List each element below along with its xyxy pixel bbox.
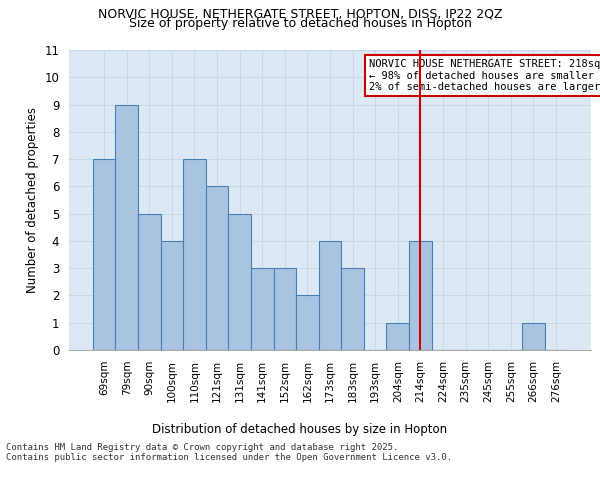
Y-axis label: Number of detached properties: Number of detached properties <box>26 107 39 293</box>
Bar <box>522 322 545 350</box>
Bar <box>161 241 183 350</box>
Bar <box>93 159 115 350</box>
Text: NORVIC HOUSE, NETHERGATE STREET, HOPTON, DISS, IP22 2QZ: NORVIC HOUSE, NETHERGATE STREET, HOPTON,… <box>98 8 502 20</box>
Bar <box>251 268 274 350</box>
Bar <box>341 268 364 350</box>
Bar <box>138 214 161 350</box>
Bar <box>296 296 319 350</box>
Bar <box>409 241 431 350</box>
Bar <box>386 322 409 350</box>
Text: NORVIC HOUSE NETHERGATE STREET: 218sqm
← 98% of detached houses are smaller (62): NORVIC HOUSE NETHERGATE STREET: 218sqm ←… <box>369 59 600 92</box>
Bar <box>206 186 229 350</box>
Bar <box>115 104 138 350</box>
Bar <box>319 241 341 350</box>
Text: Distribution of detached houses by size in Hopton: Distribution of detached houses by size … <box>152 422 448 436</box>
Bar <box>274 268 296 350</box>
Text: Contains HM Land Registry data © Crown copyright and database right 2025.
Contai: Contains HM Land Registry data © Crown c… <box>6 442 452 462</box>
Text: Size of property relative to detached houses in Hopton: Size of property relative to detached ho… <box>128 18 472 30</box>
Bar <box>183 159 206 350</box>
Bar <box>229 214 251 350</box>
